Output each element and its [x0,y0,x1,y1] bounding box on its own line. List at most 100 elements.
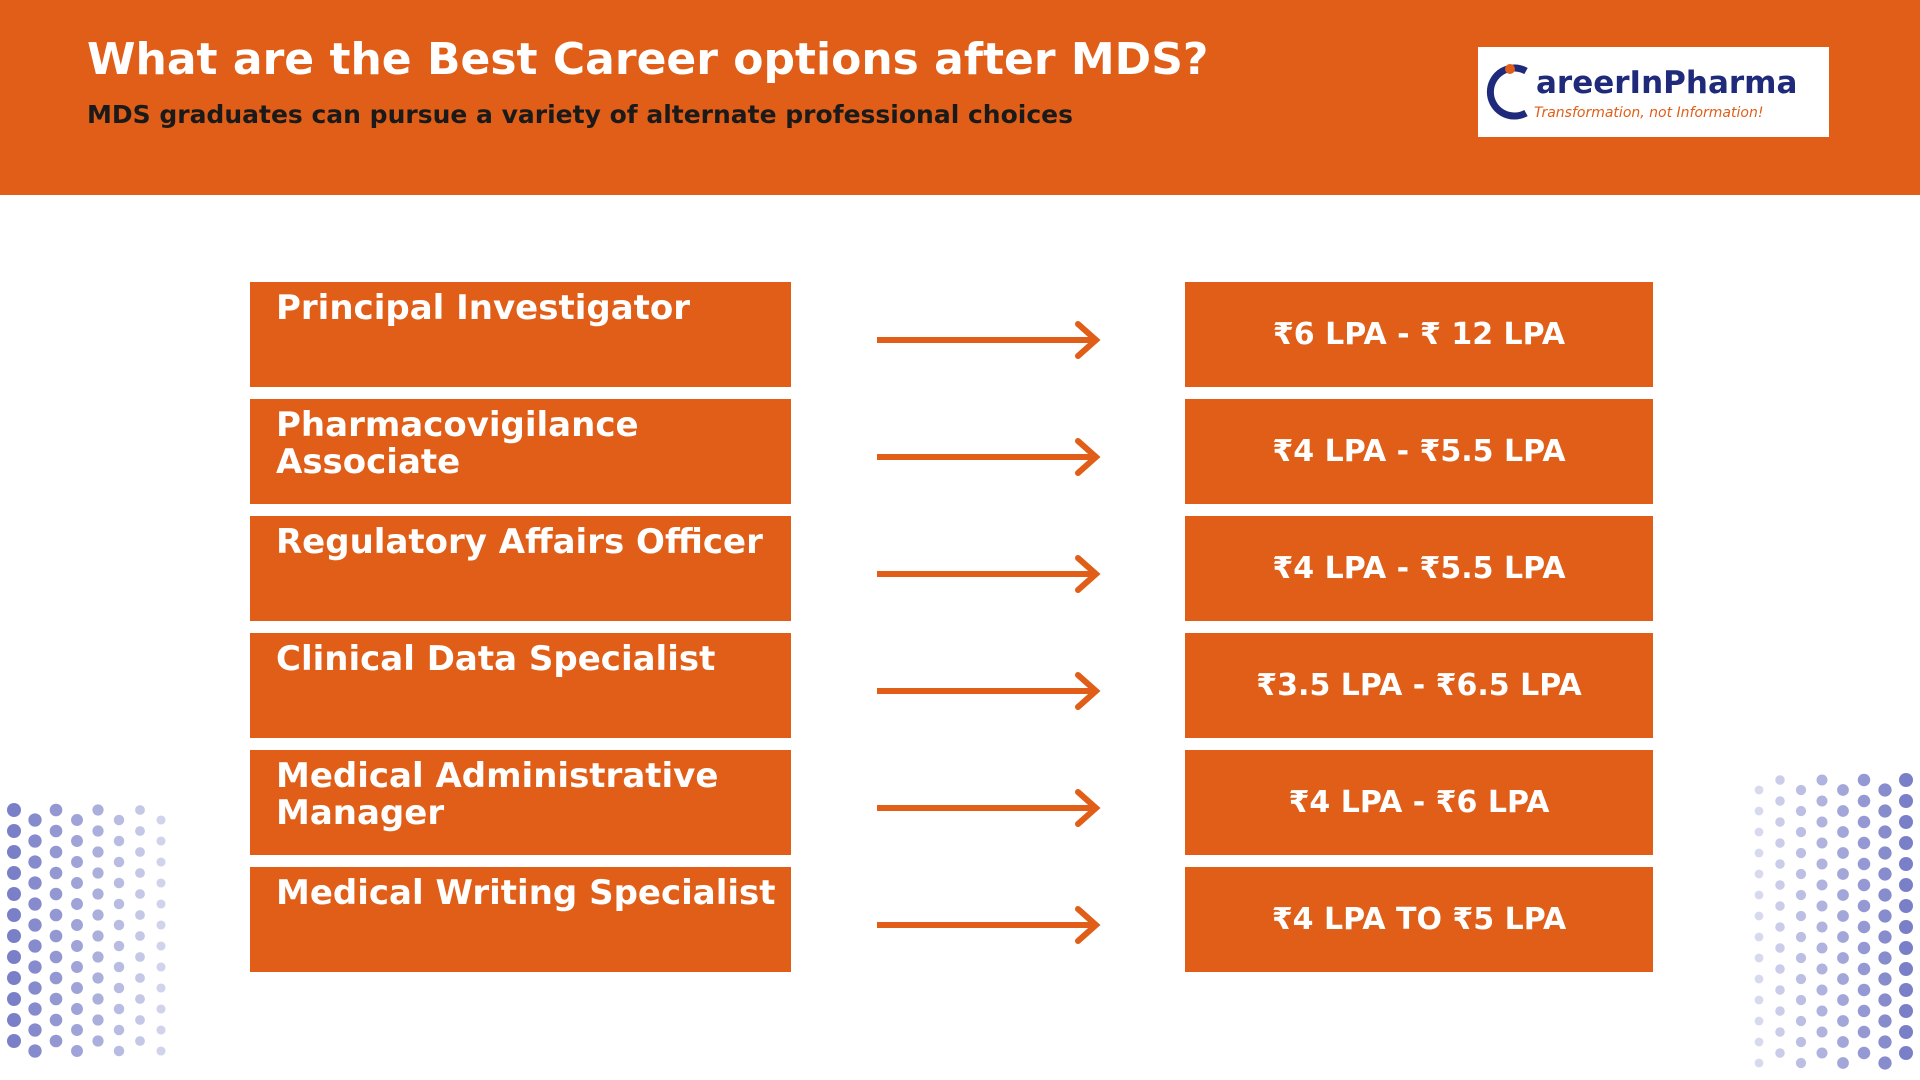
dot [49,803,63,817]
dot [92,867,104,879]
dot [1837,1057,1849,1069]
dot [1795,952,1807,964]
subtitle: MDS graduates can pursue a variety of al… [87,100,1073,129]
dot [113,982,125,994]
arrow-head [1075,555,1101,593]
dot [135,1015,145,1025]
dot [135,889,145,899]
dot [1837,952,1849,964]
dot [49,950,63,964]
dot [1857,878,1871,892]
dot [1775,838,1785,848]
dot [156,920,166,930]
dot [1816,963,1828,975]
dot [1837,1036,1849,1048]
dot [71,1003,83,1015]
dot [71,835,83,847]
dot [1775,796,1785,806]
dot [28,939,42,953]
dot [1775,964,1785,974]
dot [156,878,166,888]
dot [28,1044,42,1058]
dot [1899,983,1913,997]
dot [1878,972,1892,986]
dot [1878,930,1892,944]
dot [1878,888,1892,902]
dot [113,1045,125,1057]
dot [1899,962,1913,976]
dot [1754,974,1764,984]
dot [156,1025,166,1035]
dot [135,952,145,962]
dot [1775,985,1785,995]
dot [1857,899,1871,913]
dot [1899,773,1913,787]
salary-box: ₹4 LPA TO ₹5 LPA [1185,867,1653,972]
dot [1795,868,1807,880]
dot [113,961,125,973]
dot [1775,922,1785,932]
dot [28,918,42,932]
dot [1899,1004,1913,1018]
dot [1775,775,1785,785]
dot [49,1013,63,1027]
salary-box: ₹6 LPA - ₹ 12 LPA [1185,282,1653,387]
dot [28,834,42,848]
role-box: Medical Writing Specialist [250,867,791,972]
dot [1754,953,1764,963]
dot [49,1034,63,1048]
dot [92,993,104,1005]
dot [113,1024,125,1036]
dot [7,971,21,985]
dot [1795,1036,1807,1048]
dot [113,1003,125,1015]
dot [1899,1025,1913,1039]
dot [1899,920,1913,934]
dot [1795,847,1807,859]
dot [113,835,125,847]
dot [71,877,83,889]
dot [1754,932,1764,942]
dot [7,803,21,817]
dot [1837,910,1849,922]
dot [113,940,125,952]
dot [135,931,145,941]
dot [1837,931,1849,943]
dot [1775,901,1785,911]
dot [92,1035,104,1047]
dot [1816,774,1828,786]
dot [1816,1026,1828,1038]
dot [113,877,125,889]
dot [71,1045,83,1057]
dot [7,845,21,859]
salary-box: ₹4 LPA - ₹5.5 LPA [1185,516,1653,621]
dot [92,909,104,921]
dot [28,1002,42,1016]
dot [1878,783,1892,797]
dot [92,1014,104,1026]
dot [49,845,63,859]
dot [28,876,42,890]
dot [1878,825,1892,839]
dot [1857,1046,1871,1060]
dot [1816,984,1828,996]
dot [1899,941,1913,955]
logo-icon [1486,64,1528,120]
dot [1775,880,1785,890]
dot [1795,784,1807,796]
dot [1775,943,1785,953]
dot [1795,973,1807,985]
dot [135,910,145,920]
dot [71,961,83,973]
dot [28,813,42,827]
dot [135,826,145,836]
dot [135,805,145,815]
dot [49,908,63,922]
dot [1837,847,1849,859]
dot [1795,1057,1807,1069]
dot [156,1046,166,1056]
dot [7,992,21,1006]
dot [1899,899,1913,913]
dot [1816,921,1828,933]
dot [156,899,166,909]
